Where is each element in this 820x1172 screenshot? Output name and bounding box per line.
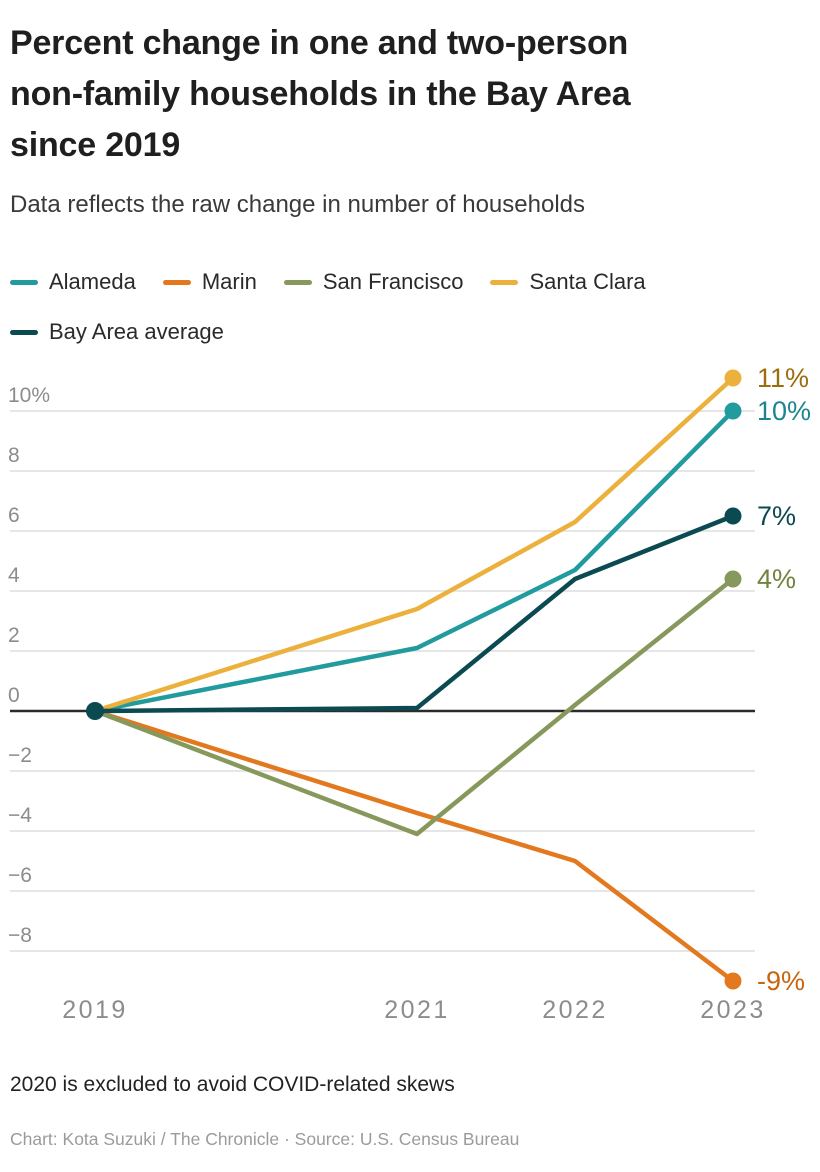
y-axis-tick-label: −2 xyxy=(8,744,32,767)
series-end-label-santa-clara: 11% xyxy=(757,363,809,393)
y-axis-tick-label: 6 xyxy=(8,504,20,527)
series-endpoint-alameda xyxy=(724,402,742,420)
y-axis-tick-label: −4 xyxy=(8,804,32,827)
series-endpoint-marin xyxy=(724,972,742,990)
title-line-2: non-family households in the Bay Area xyxy=(10,75,631,113)
chart-subtitle: Data reflects the raw change in number o… xyxy=(10,191,586,218)
series-end-label-san-francisco: 4% xyxy=(757,564,796,594)
legend-item-alameda: Alameda xyxy=(10,269,136,295)
series-start-point xyxy=(86,702,104,720)
series-end-label-bay-area-average: 7% xyxy=(757,501,796,531)
legend-item-marin: Marin xyxy=(162,269,257,295)
y-axis-tick-label: −8 xyxy=(8,924,32,947)
legend-label: Marin xyxy=(201,269,257,294)
series-line-alameda xyxy=(92,408,736,714)
y-axis-tick-label: −6 xyxy=(8,864,32,887)
legend-item-san-francisco: San Francisco xyxy=(283,269,464,295)
chart-legend: Alameda Marin San Francisco Santa Clara Bay … xyxy=(10,269,800,345)
legend-item-santa-clara: Santa Clara xyxy=(490,269,646,295)
y-axis-tick-label: 2 xyxy=(8,624,20,647)
legend-swatch-santa-clara xyxy=(490,279,519,285)
y-axis-tick-label: 0 xyxy=(8,684,20,707)
series-endpoint-bay-area-average xyxy=(724,507,742,525)
page-title: Percent change in one and two-person non… xyxy=(10,18,631,171)
legend-label: Santa Clara xyxy=(529,269,646,294)
title-line-3: since 2019 xyxy=(10,126,181,164)
title-line-1: Percent change in one and two-person xyxy=(10,24,629,62)
chart-credit: Chart: Kota Suzuki / The Chronicle · Sou… xyxy=(10,1129,520,1149)
x-axis-tick-label: 2022 xyxy=(542,996,608,1024)
legend-swatch-san-francisco xyxy=(283,279,312,285)
series-line-san-francisco xyxy=(92,576,736,837)
legend-label: Alameda xyxy=(49,269,136,294)
legend-swatch-bay-area-average xyxy=(10,329,38,335)
y-axis-tick-label: 8 xyxy=(8,444,20,467)
x-axis-tick-label: 2021 xyxy=(384,996,450,1024)
series-line-marin xyxy=(92,708,736,984)
series-end-label-marin: -9% xyxy=(757,966,805,996)
legend-swatch-alameda xyxy=(10,279,38,285)
x-axis-tick-label: 2019 xyxy=(62,996,128,1024)
series-line-santa-clara xyxy=(92,375,736,714)
series-endpoint-santa-clara xyxy=(724,369,742,387)
legend-label: San Francisco xyxy=(322,269,464,294)
legend-swatch-marin xyxy=(162,279,191,285)
x-axis-tick-label: 2023 xyxy=(700,996,766,1024)
series-endpoint-san-francisco xyxy=(724,570,742,588)
chart-footnote: 2020 is excluded to avoid COVID-related … xyxy=(10,1073,455,1096)
y-axis-tick-label: 10% xyxy=(8,384,50,407)
series-end-label-alameda: 10% xyxy=(757,396,811,426)
y-axis-tick-label: 4 xyxy=(8,564,20,587)
line-chart: 10% 8 6 4 2 0 −2 −4 −6 −8 2019 2021 2022 2023 10% -9% 4%… xyxy=(8,363,811,1024)
series-line-bay-area-average xyxy=(92,513,736,714)
legend-item-bay-area-average: Bay Area average xyxy=(10,319,224,345)
legend-label: Bay Area average xyxy=(49,319,224,344)
